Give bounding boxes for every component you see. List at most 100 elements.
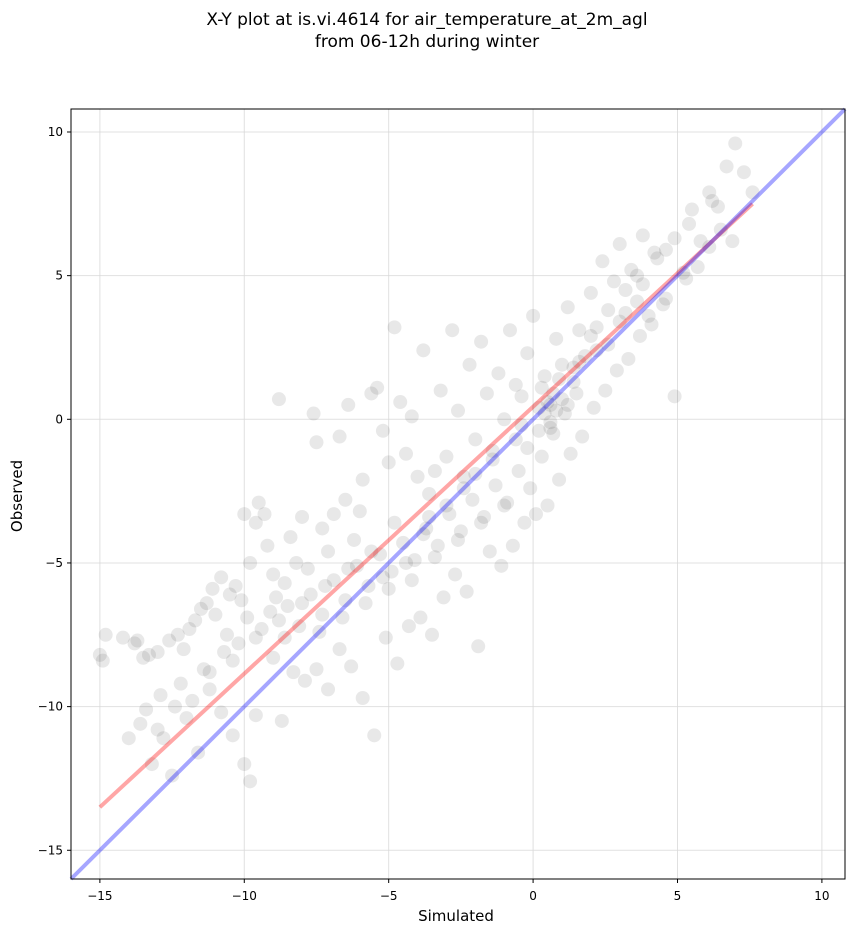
data-point xyxy=(474,515,489,530)
data-point xyxy=(115,630,130,645)
data-point xyxy=(710,199,725,214)
data-point xyxy=(344,659,359,674)
data-point xyxy=(537,369,552,384)
data-point xyxy=(219,627,234,642)
data-point xyxy=(378,630,393,645)
data-point xyxy=(237,507,252,522)
data-point xyxy=(650,251,665,266)
data-point xyxy=(500,495,515,510)
data-point xyxy=(667,231,682,246)
data-point xyxy=(312,624,327,639)
data-point xyxy=(482,544,497,559)
data-point xyxy=(225,653,240,668)
red-fit-line xyxy=(98,202,754,809)
data-point xyxy=(367,728,382,743)
data-point xyxy=(243,555,258,570)
data-point xyxy=(407,553,422,568)
data-point xyxy=(468,466,483,481)
data-point xyxy=(526,308,541,323)
data-point xyxy=(375,423,390,438)
data-point xyxy=(193,601,208,616)
data-point xyxy=(586,400,601,415)
data-point xyxy=(179,711,194,726)
data-point xyxy=(705,193,720,208)
data-point xyxy=(133,716,148,731)
data-point xyxy=(130,633,145,648)
data-point xyxy=(150,645,165,660)
x-tick-label: 5 xyxy=(674,889,682,903)
data-point xyxy=(578,349,593,364)
data-point xyxy=(433,383,448,398)
data-point xyxy=(647,245,662,260)
data-point xyxy=(554,357,569,372)
data-point xyxy=(719,159,734,174)
data-point xyxy=(546,386,561,401)
data-point xyxy=(635,228,650,243)
data-point xyxy=(543,415,558,430)
data-point xyxy=(531,400,546,415)
data-point xyxy=(502,323,517,338)
data-point xyxy=(271,613,286,628)
data-point xyxy=(243,774,258,789)
data-point xyxy=(399,446,414,461)
data-point xyxy=(497,498,512,513)
data-point xyxy=(373,547,388,562)
data-point xyxy=(520,441,535,456)
data-point xyxy=(471,639,486,654)
data-point xyxy=(436,590,451,605)
data-point xyxy=(494,558,509,573)
data-point xyxy=(468,432,483,447)
data-point xyxy=(445,323,460,338)
data-point xyxy=(410,469,425,484)
data-point xyxy=(560,397,575,412)
data-point xyxy=(231,636,246,651)
data-point xyxy=(575,429,590,444)
data-point xyxy=(214,570,229,585)
axes-frame xyxy=(70,108,846,880)
data-point xyxy=(679,271,694,286)
data-point xyxy=(318,578,333,593)
data-point xyxy=(248,515,263,530)
scatter-points xyxy=(92,136,760,789)
data-point xyxy=(451,403,465,418)
data-point xyxy=(419,521,434,536)
data-point xyxy=(358,596,373,611)
data-point xyxy=(476,509,491,524)
data-point xyxy=(462,357,477,372)
data-point xyxy=(349,558,364,573)
data-point xyxy=(549,331,564,346)
data-point xyxy=(150,722,165,737)
data-point xyxy=(618,283,633,298)
y-tick-label: −10 xyxy=(38,700,63,714)
grid xyxy=(71,109,845,879)
data-point xyxy=(165,768,180,783)
data-point xyxy=(271,392,286,407)
chart-title-line-2: from 06-12h during winter xyxy=(315,32,539,52)
data-point xyxy=(295,509,310,524)
data-point xyxy=(306,406,321,421)
data-point xyxy=(543,420,558,435)
data-point xyxy=(552,372,567,387)
y-tick-label: −5 xyxy=(45,556,63,570)
data-point xyxy=(456,481,471,496)
data-point xyxy=(549,403,564,418)
data-point xyxy=(326,573,341,588)
data-point xyxy=(375,570,390,585)
data-point xyxy=(505,538,520,553)
data-point xyxy=(589,343,604,358)
data-point xyxy=(202,665,217,680)
data-point xyxy=(277,576,292,591)
data-point xyxy=(690,260,705,275)
data-point xyxy=(491,366,506,381)
data-point xyxy=(523,481,538,496)
data-point xyxy=(416,527,431,542)
data-point xyxy=(92,647,107,662)
x-tick-label: 10 xyxy=(814,889,829,903)
data-point xyxy=(566,374,581,389)
data-point xyxy=(141,647,156,662)
data-point xyxy=(557,406,572,421)
data-point xyxy=(188,613,203,628)
data-point xyxy=(326,507,341,522)
data-point xyxy=(485,443,500,458)
data-point xyxy=(289,555,304,570)
